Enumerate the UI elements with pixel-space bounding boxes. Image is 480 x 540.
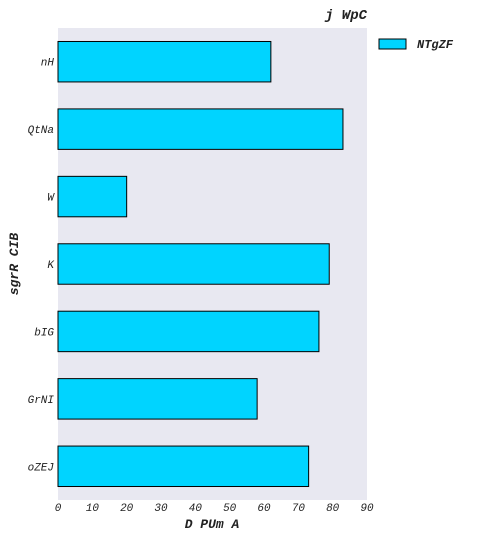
x-axis-label: D PUm A [185, 517, 240, 532]
x-tick-80: 80 [326, 503, 340, 515]
x-tick-90: 90 [360, 503, 374, 515]
x-tick-50: 50 [223, 503, 237, 515]
bar-bIG [57, 310, 320, 353]
legend: NTgZF [378, 38, 454, 52]
x-tick-10: 10 [86, 503, 100, 515]
legend-swatch [378, 38, 407, 50]
bar-nH [57, 40, 272, 83]
x-tick-labels: 0 10 20 30 40 50 60 70 80 90 [55, 503, 374, 515]
x-tick-0: 0 [55, 503, 62, 515]
bar-K [57, 243, 330, 285]
category-label-nH: nH [41, 58, 55, 70]
legend-label: NTgZF [417, 38, 454, 52]
bar-oZEJ [57, 445, 310, 488]
bar-QtNa [57, 108, 344, 150]
y-axis-label: sgrR CIB [7, 233, 22, 296]
bar-W [57, 175, 128, 218]
category-label-bIG: bIG [34, 327, 54, 339]
category-label-oZEJ: oZEJ [28, 462, 55, 474]
category-label-QtNa: QtNa [28, 125, 54, 137]
x-tick-20: 20 [120, 503, 134, 515]
x-tick-30: 30 [154, 503, 168, 515]
category-label-W: W [47, 193, 55, 205]
category-label-GrNI: GrNI [28, 395, 55, 407]
bars-group [57, 40, 344, 488]
bar-GrNI [57, 378, 258, 420]
x-tick-60: 60 [257, 503, 271, 515]
chart-title: j WpC [324, 8, 368, 24]
x-tick-40: 40 [189, 503, 203, 515]
x-tick-70: 70 [292, 503, 306, 515]
category-label-K: K [47, 260, 55, 272]
